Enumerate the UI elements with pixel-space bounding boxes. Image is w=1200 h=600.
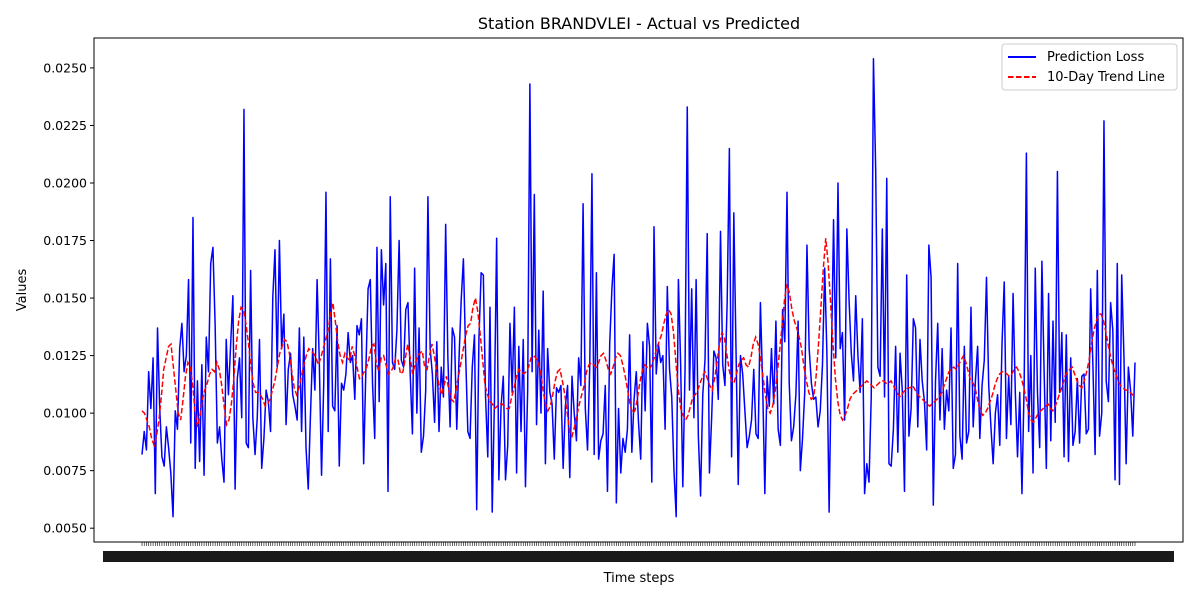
y-tick-label: 0.0050 [43, 521, 87, 536]
y-axis-ticks: 0.0050 0.0075 0.0100 0.0125 0.0150 0.0175 0.02… [43, 60, 94, 536]
legend: Prediction Loss 10-Day Trend Line [1001, 43, 1178, 91]
chart-title: Station BRANDVLEI - Actual vs Predicted [478, 14, 800, 33]
x-axis-ticks [103, 542, 1174, 562]
y-tick-label: 0.0225 [43, 118, 87, 133]
x-axis-label: Time steps [603, 571, 675, 586]
legend-frame [1001, 43, 1178, 91]
series-line-prediction-loss [141, 57, 1136, 518]
y-axis-label: Values [15, 269, 30, 312]
x-tick-labels-overlapping [103, 551, 1174, 562]
y-tick-label: 0.0200 [43, 175, 87, 190]
y-tick-label: 0.0075 [43, 463, 87, 478]
y-tick-label: 0.0175 [43, 233, 87, 248]
y-tick-label: 0.0125 [43, 348, 87, 363]
y-tick-label: 0.0100 [43, 406, 87, 421]
plot-frame [93, 37, 1184, 543]
y-tick-label: 0.0150 [43, 291, 87, 306]
y-tick-label: 0.0250 [43, 60, 87, 75]
legend-label-10-day-trend: 10-Day Trend Line [1047, 70, 1165, 85]
legend-label-prediction-loss: Prediction Loss [1047, 50, 1144, 65]
plot-area [94, 38, 1183, 542]
series-line-10-day-trend [141, 238, 1136, 448]
